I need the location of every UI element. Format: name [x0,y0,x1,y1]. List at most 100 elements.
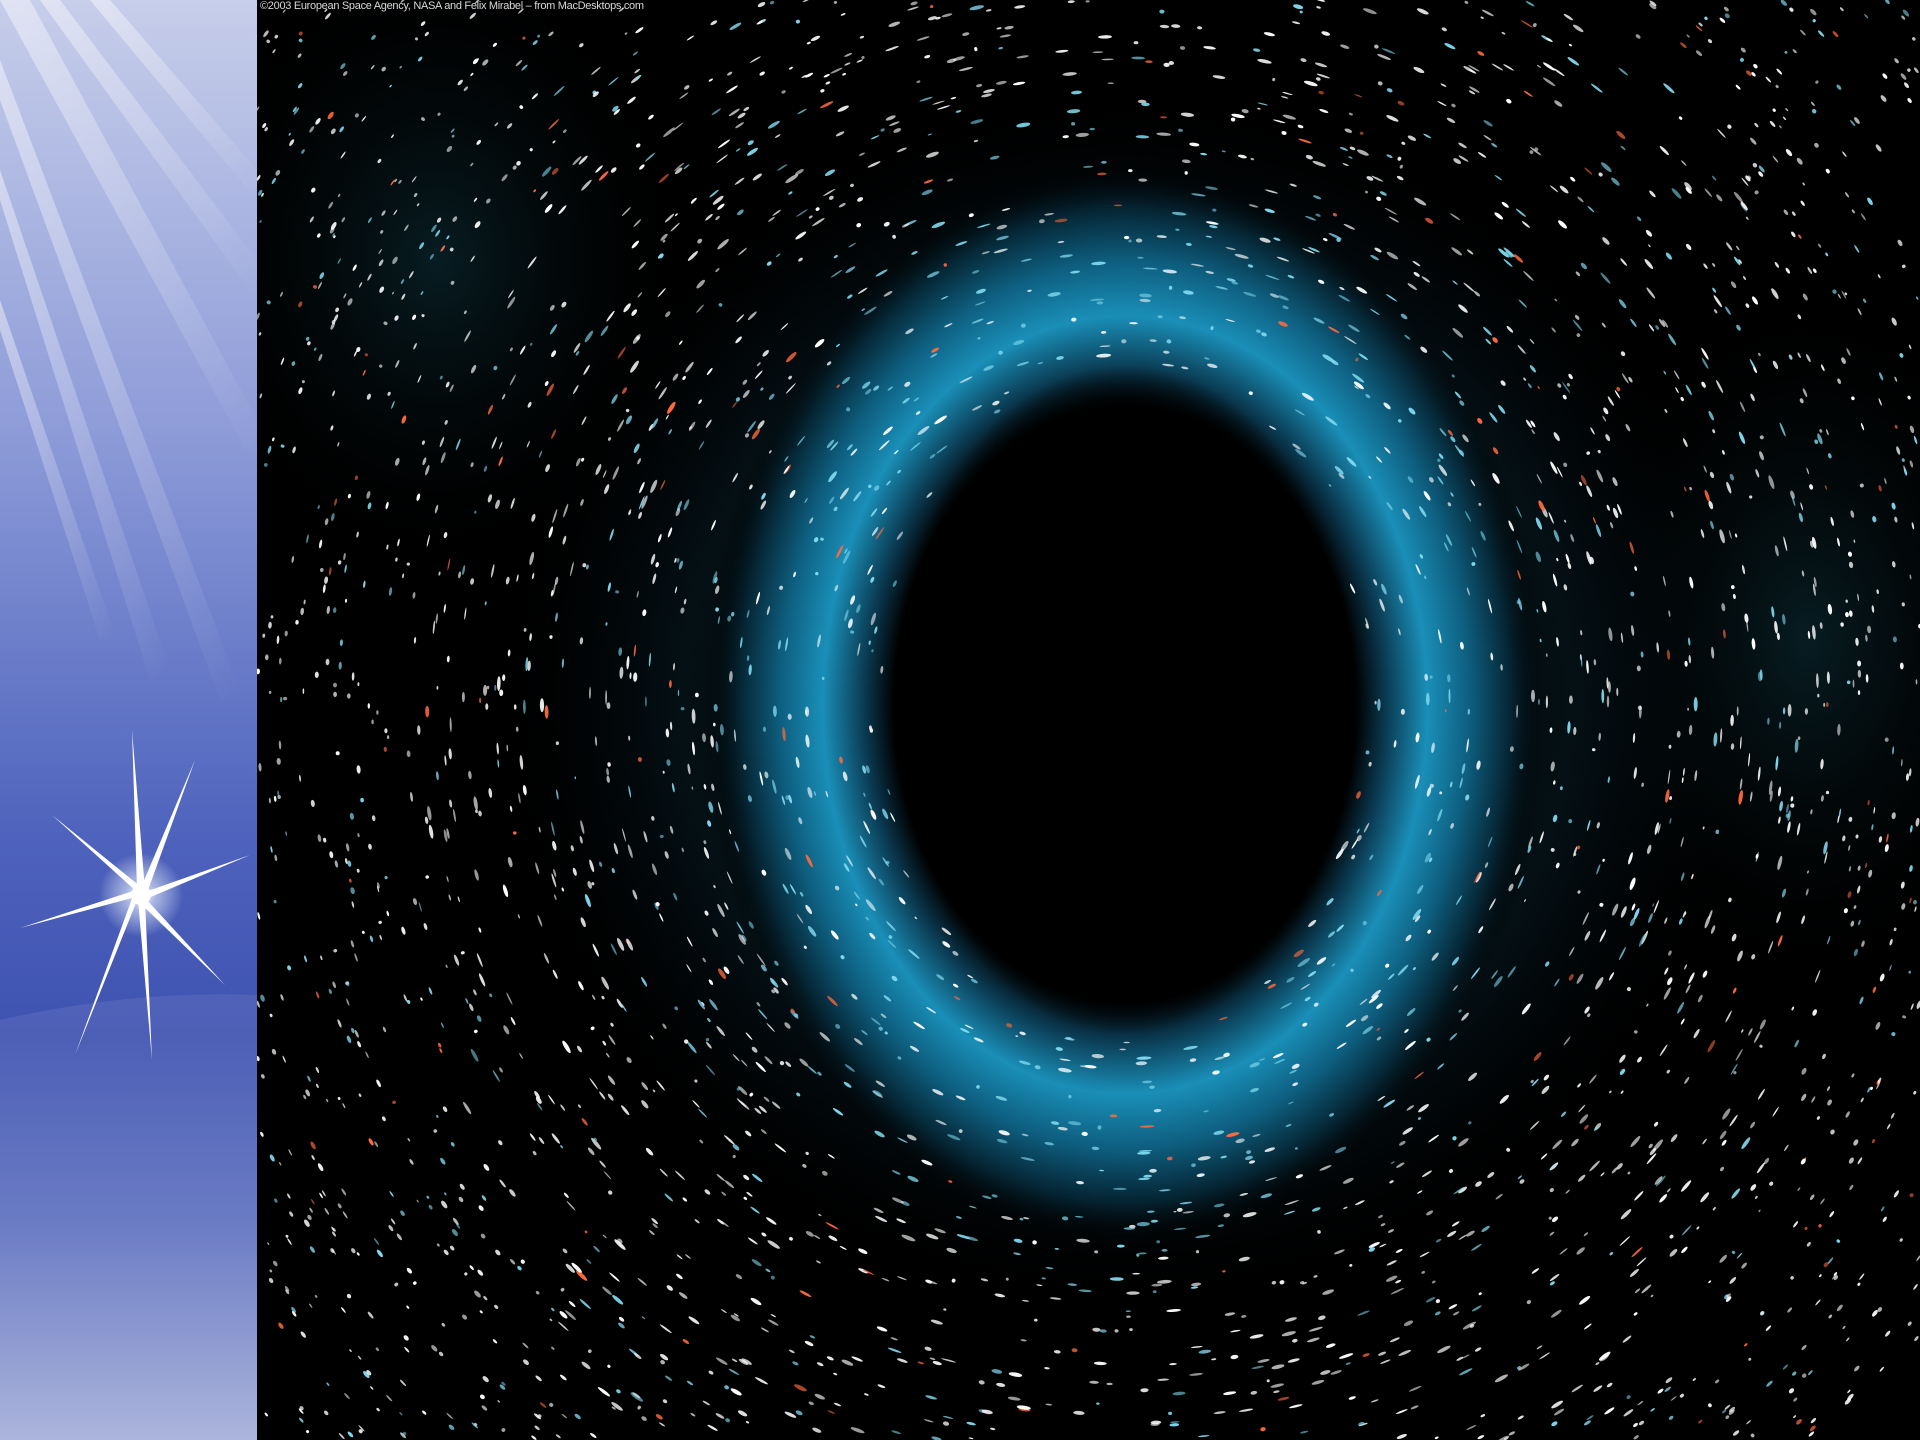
star [1371,989,1381,999]
star [1353,381,1364,390]
star [519,1052,523,1059]
star [1437,476,1444,485]
star [883,291,893,297]
star [1018,1060,1031,1065]
star [607,437,612,441]
star [1819,429,1823,433]
star [465,997,469,1005]
star [274,1198,278,1203]
star [1190,1286,1199,1289]
star [310,1141,316,1150]
star [1344,128,1353,133]
star [1242,1212,1257,1218]
star [710,735,714,748]
star [1145,60,1153,64]
star [676,1254,683,1260]
star [1340,44,1350,49]
star [315,991,320,999]
star [1200,152,1208,156]
star [1587,1013,1591,1018]
star [424,816,429,824]
star [1333,1249,1345,1255]
star [1875,1021,1881,1030]
star [1447,674,1451,683]
star [310,1198,315,1205]
star [287,1193,291,1199]
star [1802,182,1805,186]
star [1744,613,1749,623]
star [1437,1063,1445,1070]
star [1415,732,1420,743]
star [1402,1127,1413,1135]
star [1752,296,1758,305]
star [1190,263,1205,267]
star [820,537,824,541]
star [784,847,792,860]
star [1807,630,1811,639]
star [738,1358,749,1365]
star [1020,1339,1027,1342]
star [491,436,497,449]
star [1450,213,1461,221]
star [282,9,286,13]
star [581,416,587,426]
star [1395,1409,1408,1415]
star [715,585,720,594]
star [769,0,775,5]
star [1079,1065,1088,1068]
star [343,552,346,561]
star [1169,1421,1180,1423]
star [381,1116,386,1122]
star [1292,1338,1298,1343]
star [604,484,610,495]
star [1354,1200,1365,1206]
star [746,655,750,661]
star [478,1205,484,1211]
star [674,586,678,594]
star [1162,269,1177,274]
star [1609,521,1614,529]
star [1012,81,1026,86]
star [470,578,475,585]
star [720,1220,729,1227]
star [1550,847,1555,852]
star [551,821,555,836]
star [703,847,710,859]
star [1680,1018,1685,1025]
star [1100,330,1107,334]
star [952,56,965,61]
star [941,927,952,936]
star [740,636,743,649]
star [1871,605,1875,613]
star [770,1313,777,1318]
star [539,1402,547,1408]
star [1591,748,1596,752]
star [893,128,902,133]
star [626,656,630,670]
star [458,1196,464,1203]
star [266,39,271,44]
star [656,1080,665,1091]
star [509,1189,516,1197]
star [1184,171,1188,175]
star [759,771,764,786]
star [1635,1288,1641,1294]
star [1181,366,1189,370]
star [562,129,567,134]
star [1179,46,1186,50]
star [1023,1217,1030,1220]
star [897,469,901,474]
star [907,1175,919,1182]
star [1210,326,1214,331]
star [1582,912,1589,925]
star [1738,259,1742,264]
star [805,734,810,748]
star [1573,726,1577,736]
star [711,519,716,531]
star [1913,435,1918,445]
star [672,122,684,131]
star [335,307,340,313]
star [1370,1399,1379,1403]
star [1851,396,1855,401]
star [403,1335,409,1341]
